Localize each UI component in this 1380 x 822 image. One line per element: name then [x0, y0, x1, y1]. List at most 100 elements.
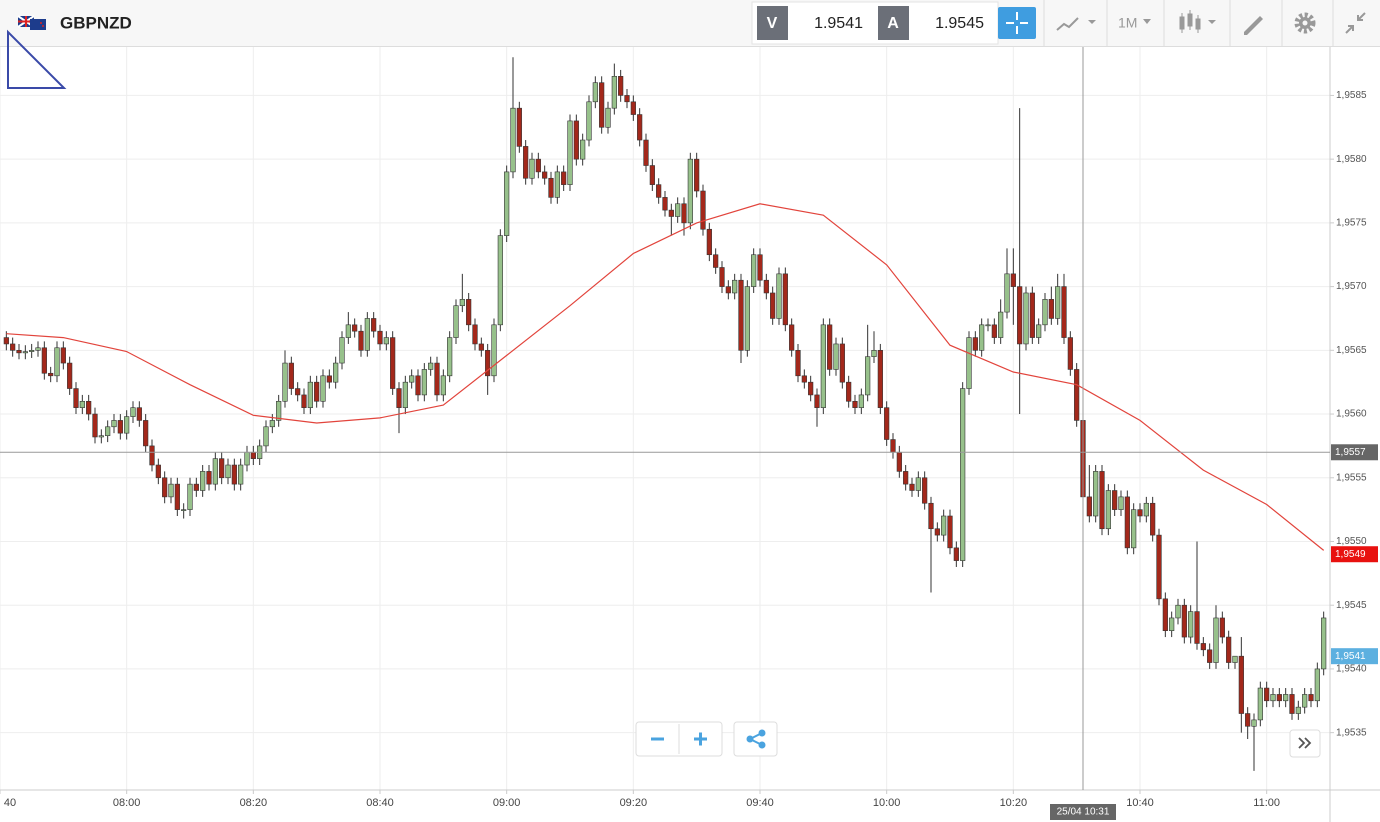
candle-body	[326, 375, 332, 383]
separators	[1043, 0, 1334, 46]
candle-body	[554, 171, 560, 198]
candle-body	[1036, 324, 1042, 338]
candle-body	[719, 267, 725, 287]
y-tick-label: 1,9555	[1336, 472, 1367, 483]
candle-body	[561, 171, 567, 185]
candle-body	[269, 420, 275, 428]
x-tick-label: 10:20	[1000, 797, 1028, 809]
candle-body	[16, 350, 22, 354]
zoom-controls	[635, 721, 1321, 758]
candle-body	[98, 435, 104, 438]
candle-body	[694, 158, 700, 192]
candle-body	[624, 95, 630, 103]
candle-body	[421, 369, 427, 396]
candle-body	[263, 426, 269, 447]
candle-body	[130, 407, 136, 417]
candle-body	[789, 324, 795, 351]
candle-body	[1175, 604, 1181, 619]
candle-body	[922, 477, 928, 504]
candle-body	[282, 362, 288, 402]
candle-body	[212, 458, 218, 485]
candle-body	[1200, 643, 1206, 651]
candle-body	[1226, 636, 1232, 663]
candle-body	[111, 420, 117, 428]
candle-body	[1276, 694, 1282, 702]
candle-body	[941, 515, 947, 536]
drawing-button[interactable]	[1244, 16, 1263, 35]
candle-body	[48, 372, 54, 377]
candle-body	[801, 375, 807, 383]
candle-body	[865, 356, 871, 396]
candle-body	[434, 362, 440, 396]
candle-body	[1169, 617, 1175, 631]
candle-body	[833, 343, 839, 370]
timeframe-button[interactable]: 1M	[1118, 15, 1137, 31]
candle-body	[67, 362, 73, 389]
candle-body	[909, 483, 915, 491]
candle-body	[814, 394, 820, 408]
candle-body	[573, 120, 579, 160]
candle-body	[174, 483, 180, 510]
candle-body	[1207, 649, 1213, 663]
candle-body	[1264, 687, 1270, 702]
candle-body	[1004, 273, 1010, 313]
candle-body	[998, 311, 1004, 338]
chart-type-button[interactable]	[1179, 10, 1216, 33]
zoom-in-button[interactable]	[694, 732, 707, 746]
top-bar: GBPNZD V 1.9541 A 1.9545 1M	[0, 0, 1380, 47]
crosshair-y-label-box	[1331, 444, 1378, 461]
candle-body	[307, 381, 313, 408]
candle-body	[390, 337, 396, 389]
candle-body	[364, 318, 370, 351]
candle-body	[1257, 687, 1263, 721]
crosshair-button[interactable]	[998, 7, 1036, 39]
scroll-right-button[interactable]	[1289, 729, 1321, 758]
candle-body	[884, 407, 890, 440]
candle-body	[1067, 337, 1073, 370]
candle-body	[54, 347, 60, 377]
candle-body	[586, 101, 592, 141]
candle-body	[276, 400, 282, 421]
candle-body	[523, 146, 529, 179]
candle-body	[1137, 509, 1143, 517]
candle-body	[960, 388, 966, 561]
fullscreen-button[interactable]	[1345, 12, 1366, 34]
candle-body	[206, 471, 212, 485]
candle-body	[991, 324, 997, 338]
candle-body	[1156, 534, 1162, 600]
candle-body	[1194, 611, 1200, 644]
candle-body	[706, 228, 712, 256]
y-tick-label: 1,9585	[1336, 90, 1367, 101]
candle-body	[605, 107, 611, 128]
buy-button[interactable]	[878, 6, 909, 40]
candle-body	[846, 381, 852, 402]
x-tick-label: 08:40	[366, 797, 394, 809]
candle-body	[732, 279, 738, 294]
candle-body	[124, 416, 130, 434]
candle-body	[1029, 292, 1035, 338]
crosshair-y-label: 1,9557	[1335, 447, 1366, 458]
share-button[interactable]	[733, 721, 778, 757]
indicator-button[interactable]	[1056, 17, 1096, 31]
candle-body	[1219, 617, 1225, 638]
candle-body	[1112, 490, 1118, 510]
candle-body	[795, 350, 801, 377]
candle-body	[428, 362, 434, 370]
candle-body	[896, 451, 902, 472]
buy-price: 1.9545	[935, 15, 984, 32]
y-tick-label: 1,9545	[1336, 600, 1367, 611]
candle-body	[181, 509, 187, 511]
candle-body	[903, 471, 909, 485]
candle-body	[352, 324, 358, 332]
settings-button[interactable]	[1294, 12, 1316, 34]
sell-button[interactable]	[757, 6, 788, 40]
candle-body	[320, 375, 326, 402]
candle-body	[371, 318, 377, 332]
top-bar-graphics: GBPNZD V 1.9541 A 1.9545 1M	[17, 0, 1366, 46]
candle-body	[504, 171, 510, 236]
price-box	[751, 1, 999, 45]
candle-body	[700, 190, 706, 230]
candle-body	[1232, 655, 1238, 663]
